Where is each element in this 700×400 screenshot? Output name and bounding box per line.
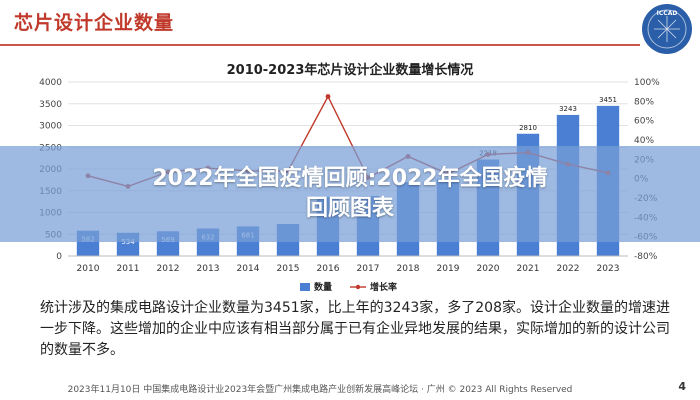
x-tick-label: 2019 [437,264,460,274]
x-tick-label: 2016 [317,264,340,274]
legend-swatch-line-dot [355,284,361,290]
x-tick-label: 2020 [477,264,500,274]
x-tick-label: 2013 [197,264,220,274]
x-tick-label: 2017 [357,264,380,274]
description-text: 统计涉及的集成电路设计企业数量为3451家，比上年的3243家，多了208家。设… [40,300,670,358]
y-tick-left: 3500 [39,100,62,110]
banner-line-1: 2022年全国疫情回顾:2022年全国疫情 [152,166,548,191]
iccad-logo-icon: ICCAD [642,4,692,54]
page-number: 4 [678,380,686,393]
y-tick-right: 80% [634,97,654,107]
y-tick-right: -80% [634,252,658,262]
y-tick-right: 100% [634,78,660,88]
growth-rate-point [325,94,331,99]
x-tick-label: 2018 [397,264,420,274]
y-tick-left: 4000 [39,78,62,88]
x-tick-label: 2023 [597,264,620,274]
y-tick-right: 60% [634,117,654,127]
y-tick-right: 40% [634,136,654,146]
y-tick-left: 3000 [39,122,62,132]
bar-data-label: 3451 [599,96,617,104]
footer: 2023年11月10日 中国集成电路设计业2023年会暨广州集成电路产业创新发展… [0,378,700,400]
logo-text: ICCAD [657,10,678,17]
bar-data-label: 2810 [519,124,537,132]
x-tick-label: 2021 [517,264,540,274]
x-tick-label: 2022 [557,264,580,274]
x-tick-label: 2011 [117,264,140,274]
watermark-banner: 2022年全国疫情回顾:2022年全国疫情 回顾图表 [0,146,700,242]
page-title: 芯片设计企业数量 [14,12,175,34]
legend-swatch-bar [300,283,310,291]
x-tick-label: 2015 [277,264,300,274]
legend-label-line: 增长率 [370,281,397,293]
x-tick-label: 2012 [157,264,180,274]
chart-title: 2010-2023年芯片设计企业数量增长情况 [227,62,474,78]
x-tick-label: 2010 [77,264,100,274]
x-tick-label: 2014 [237,264,260,274]
footer-text: 2023年11月10日 中国集成电路设计业2023年会暨广州集成电路产业创新发展… [67,385,573,395]
legend-label-bar: 数量 [314,281,332,293]
header-divider [0,44,640,46]
banner-line-2: 回顾图表 [305,196,394,221]
bar-data-label: 3243 [559,105,577,113]
y-tick-left: 0 [56,252,62,262]
